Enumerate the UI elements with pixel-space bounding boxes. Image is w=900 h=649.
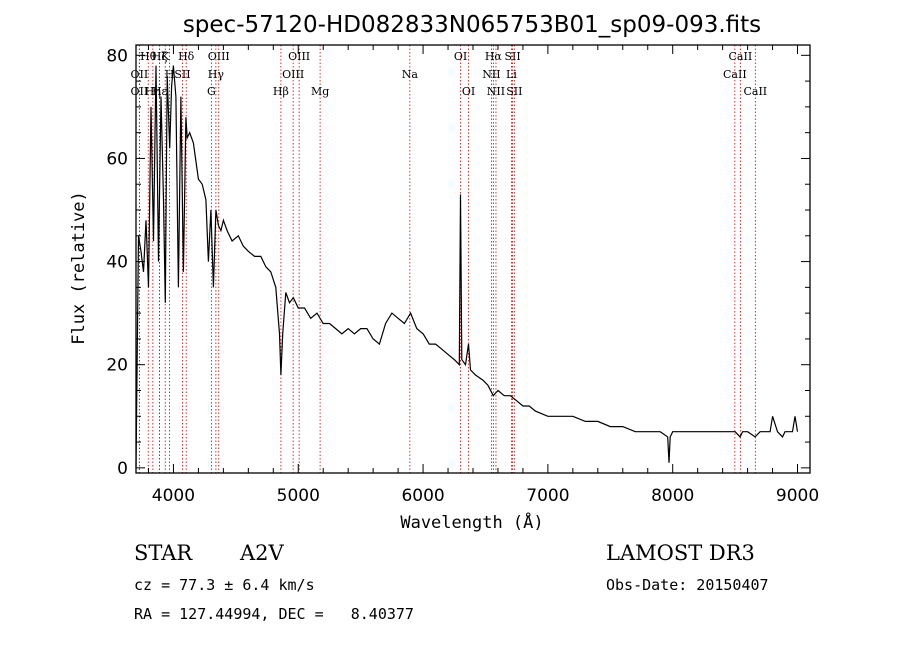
survey-name: LAMOST DR3 [606,541,755,565]
redshift-cz: cz = 77.3 ± 6.4 km/s [134,576,315,594]
x-tick-label: 4000 [152,486,195,506]
line-label-16: Mg [311,85,329,98]
chart-title: spec-57120-HD082833N065753B01_sp09-093.f… [183,12,761,38]
ra-dec-coordinates: RA = 127.44994, DEC = 8.40377 [134,605,414,623]
line-label-2: OII [131,85,149,98]
line-label-22: NII [487,85,505,98]
line-label-6: K [161,50,170,63]
y-tick-label: 20 [106,356,128,376]
line-label-28: CaII [743,85,767,98]
line-label-21: NII [482,68,500,81]
y-axis-ticks: 0 20 40 60 80 [106,46,810,479]
x-tick-label: 7000 [526,486,569,506]
line-label-7: H [165,68,175,81]
spectrum-series-line [135,65,799,468]
y-tick-label: 80 [106,46,128,66]
x-tick-label: 8000 [651,486,694,506]
spectral-line-markers [138,45,756,473]
line-label-1: Hθ [140,50,157,63]
line-label-24: Li [506,68,517,81]
line-label-9: SII [174,68,190,81]
y-tick-label: 0 [117,459,128,479]
plot-frame [135,44,811,474]
line-label-17: Na [402,68,419,81]
y-tick-label: 40 [106,253,128,273]
line-label-20: Hα [485,50,503,63]
line-label-26: CaII [729,50,753,63]
x-tick-label: 6000 [401,486,444,506]
line-label-5: Hζ [152,50,168,63]
line-label-4: Hε [152,85,168,98]
line-label-18: OI [454,50,467,63]
line-label-11: Hγ [208,68,225,81]
line-label-8: Hδ [178,50,195,63]
line-label-0: OII [131,68,149,81]
object-class: STAR [134,541,193,565]
y-tick-label: 60 [106,149,128,169]
y-axis-label: Flux (relative) [69,191,89,345]
line-label-23: SII [504,50,520,63]
x-axis-label: Wavelength (Å) [400,511,543,533]
observation-date: Obs-Date: 20150407 [606,576,769,594]
line-label-27: CaII [723,68,747,81]
line-label-12: G [207,85,216,98]
line-label-25: SII [506,85,522,98]
x-tick-label: 5000 [277,486,320,506]
x-tick-label: 9000 [776,486,819,506]
line-label-14: OIII [288,50,310,63]
object-subclass: A2V [239,541,285,565]
line-label-15: OIII [282,68,304,81]
x-axis-ticks: 4000 5000 6000 7000 8000 9000 [147,45,819,506]
line-label-13: Hβ [273,85,289,98]
line-label-19: OI [462,85,475,98]
line-label-10: OIII [208,50,230,63]
